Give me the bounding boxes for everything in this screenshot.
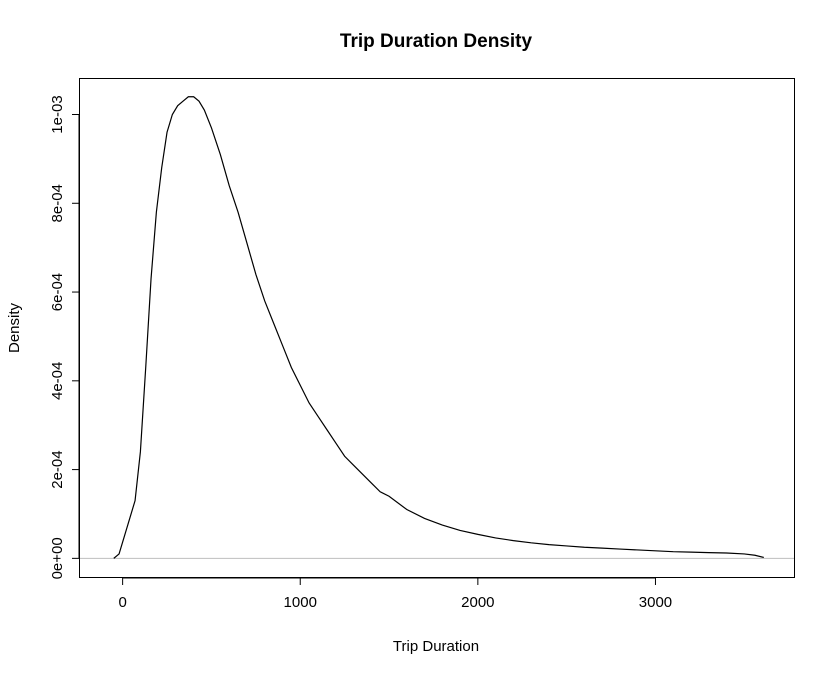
chart-title: Trip Duration Density xyxy=(340,31,533,52)
y-axis-label: Density xyxy=(6,302,23,353)
x-tick-label: 2000 xyxy=(461,594,494,611)
x-axis: 0 1000 2000 3000 xyxy=(118,577,672,611)
y-tick-label: 4e-04 xyxy=(49,362,66,400)
x-axis-label: Trip Duration xyxy=(393,638,479,655)
plot-frame xyxy=(79,78,795,578)
y-tick-label: 8e-04 xyxy=(49,184,66,222)
x-tick-label: 3000 xyxy=(639,594,672,611)
y-tick-label: 1e-03 xyxy=(49,95,66,133)
y-tick-label: 2e-04 xyxy=(49,450,66,488)
x-tick-label: 0 xyxy=(118,594,126,611)
y-axis: 0e+00 2e-04 4e-04 6e-04 8e-04 1e-03 xyxy=(49,95,80,579)
y-tick-label: 6e-04 xyxy=(49,273,66,311)
y-tick-label: 0e+00 xyxy=(49,537,66,579)
x-tick-label: 1000 xyxy=(284,594,317,611)
density-curve xyxy=(113,96,764,559)
